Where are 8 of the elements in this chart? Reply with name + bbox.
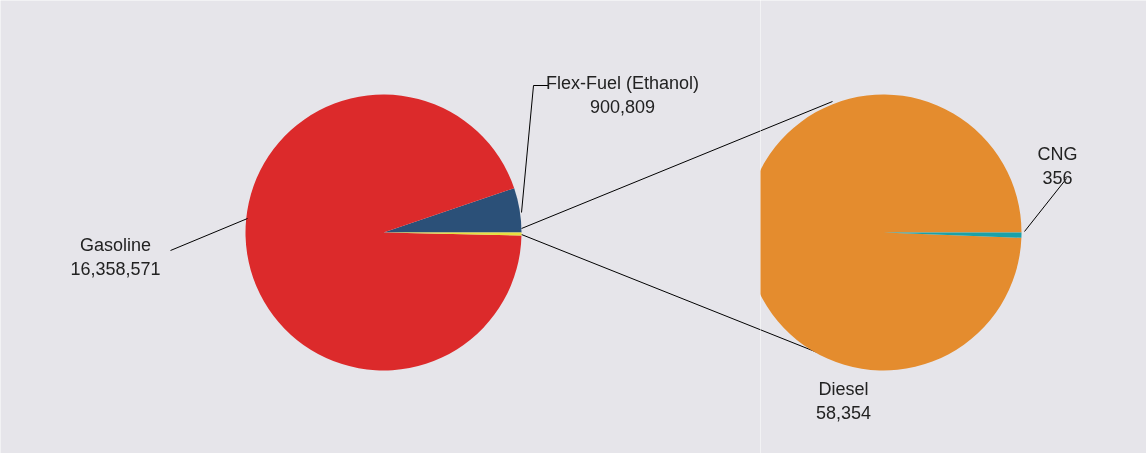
slice-label: CNG xyxy=(1037,143,1078,164)
slice-label: Diesel xyxy=(818,378,869,399)
slice-label: Gasoline xyxy=(79,234,152,255)
data-label: 58,354 xyxy=(815,402,872,423)
data-label: 16,358,571 xyxy=(70,258,161,279)
slice-label: Flex-Fuel (Ethanol) xyxy=(545,72,700,93)
data-label: 356 xyxy=(1042,167,1073,188)
data-label: 900,809 xyxy=(589,96,656,117)
